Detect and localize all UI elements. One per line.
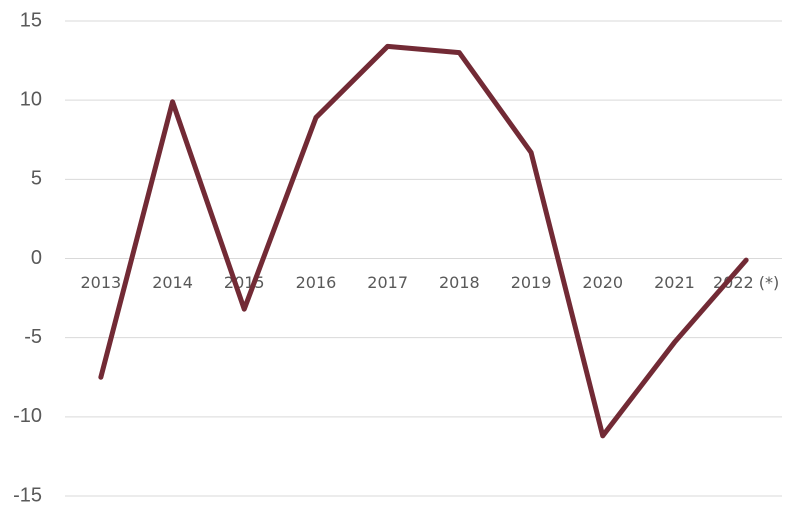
- x-tick-label: 2013: [80, 273, 121, 292]
- x-tick-label: 2014: [152, 273, 193, 292]
- y-tick-label: 10: [20, 88, 42, 110]
- x-tick-label: 2019: [511, 273, 552, 292]
- x-tick-label: 2017: [367, 273, 408, 292]
- y-tick-label: 5: [31, 168, 42, 190]
- x-tick-label: 2016: [296, 273, 337, 292]
- y-tick-label: 15: [20, 9, 42, 31]
- x-tick-label: 2021: [654, 273, 695, 292]
- y-tick-label: -10: [13, 405, 42, 427]
- x-tick-label: 2018: [439, 273, 480, 292]
- y-tick-label: 0: [31, 247, 42, 269]
- line: [98, 43, 749, 439]
- x-tick-label: 2020: [582, 273, 623, 292]
- y-tick-label: -5: [24, 326, 42, 348]
- y-tick-label: -15: [13, 484, 42, 506]
